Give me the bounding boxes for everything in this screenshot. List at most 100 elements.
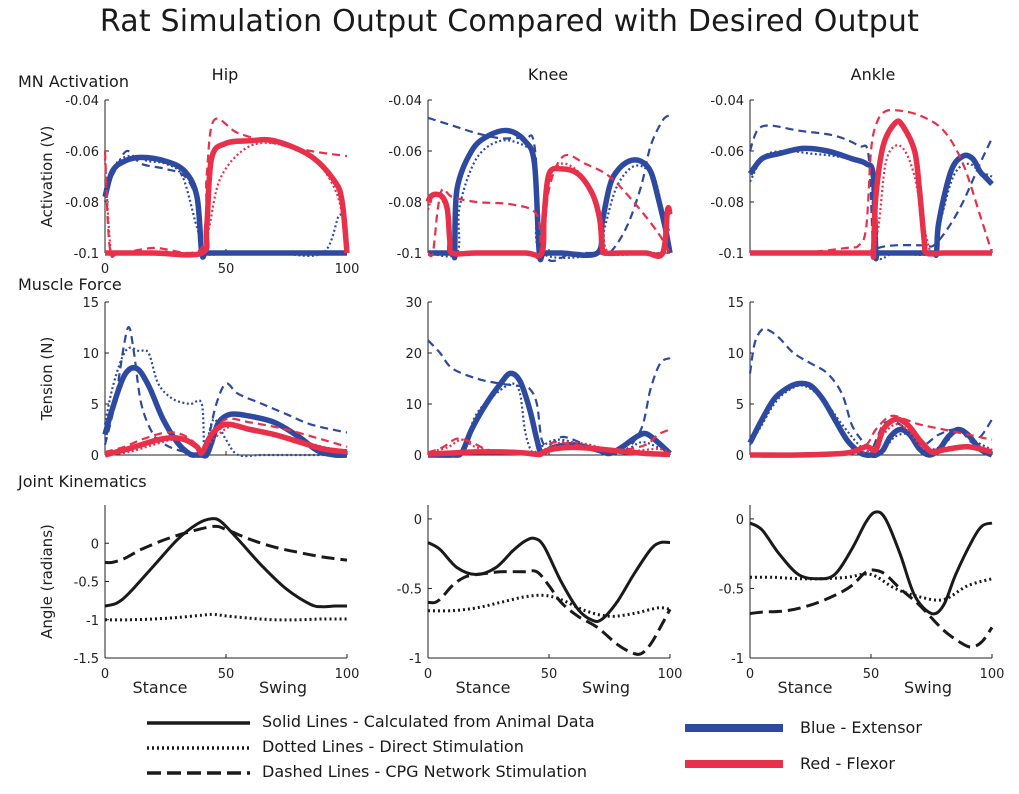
y-tick-label: -0.5 [719, 582, 744, 597]
kinematics-dotted-series [427, 593, 671, 618]
y-tick-label: -0.5 [397, 582, 422, 597]
flexor-solid-series [104, 421, 348, 458]
phase-label-stance: Stance [777, 678, 832, 697]
y-tick-label: 15 [82, 296, 99, 311]
x-tick-label: 100 [658, 667, 683, 682]
y-tick-label: -0.08 [710, 196, 744, 211]
kinematics-dashed-series [104, 524, 348, 565]
y-tick-label: -0.04 [65, 94, 99, 109]
y-tick-label: 0 [736, 513, 744, 528]
y-tick-label: 10 [727, 347, 744, 362]
x-tick-label: 0 [746, 667, 754, 682]
extensor-solid-series [428, 127, 673, 263]
flexor-solid-series [425, 165, 673, 259]
kinematics-solid-series [427, 536, 671, 624]
row-title-mn-activation: MN Activation [18, 72, 129, 91]
y-tick-label: 0 [91, 449, 99, 464]
x-tick-label: 50 [218, 667, 235, 682]
extensor-solid-series [102, 154, 347, 260]
x-tick-label: 50 [863, 667, 880, 682]
extensor-dashed-series [427, 339, 671, 455]
flexor-dotted-series [427, 438, 671, 457]
y-tick-label: -0.5 [74, 576, 99, 591]
y-tick-label: -1 [409, 652, 422, 667]
extensor-dotted-series [103, 154, 349, 257]
flexor-dashed-series [103, 117, 348, 259]
extensor-dotted-series [427, 382, 671, 457]
x-tick-label: 0 [101, 262, 109, 277]
kinematics-dotted-series [749, 572, 993, 602]
flexor-solid-series [749, 416, 993, 458]
extensor-solid-series [747, 145, 994, 262]
legend-color-samples [685, 724, 783, 768]
x-tick-label: 50 [218, 262, 235, 277]
phase-label-swing: Swing [259, 678, 307, 697]
y-tick-label: 5 [736, 398, 744, 413]
y-tick-label: -0.06 [710, 145, 744, 160]
extensor-dashed-series [103, 326, 348, 458]
y-tick-label: -0.06 [65, 145, 99, 160]
flexor-dashed-series [104, 417, 348, 454]
legend-solid-label: Solid Lines - Calculated from Animal Dat… [262, 712, 595, 731]
y-tick-label: 15 [727, 296, 744, 311]
legend-dotted-label: Dotted Lines - Direct Stimulation [262, 737, 524, 756]
legend-extensor-label: Blue - Extensor [800, 718, 922, 737]
y-tick-label: -0.04 [710, 94, 744, 109]
flexor-dotted-series [104, 424, 348, 457]
phase-label-swing: Swing [582, 678, 630, 697]
y-axis-label: Tension (N) [38, 337, 56, 422]
y-axis-label: Activation (V) [38, 126, 56, 228]
kinematics-dashed-series [749, 568, 994, 649]
flexor-solid-series [750, 118, 992, 260]
y-tick-label: 10 [82, 347, 99, 362]
col-title-knee: Knee [527, 65, 569, 84]
y-tick-label: -1.5 [74, 652, 99, 667]
y-tick-label: 5 [91, 398, 99, 413]
flexor-dashed-series [427, 428, 671, 454]
x-tick-label: 100 [335, 262, 360, 277]
flexor-dotted-series [103, 141, 349, 256]
extensor-dotted-series [749, 384, 993, 455]
x-tick-label: 100 [980, 667, 1005, 682]
y-tick-label: -1 [731, 652, 744, 667]
x-tick-label: 0 [101, 667, 109, 682]
x-tick-label: 0 [424, 667, 432, 682]
kinematics-solid-series [104, 517, 348, 609]
col-title-hip: Hip [211, 65, 239, 84]
phase-label-stance: Stance [455, 678, 510, 697]
y-tick-label: -0.1 [719, 247, 744, 262]
y-tick-label: 20 [405, 347, 422, 362]
extensor-dotted-series [103, 346, 347, 459]
row-title-joint-kinematics: Joint Kinematics [18, 472, 147, 491]
x-tick-label: 100 [335, 667, 360, 682]
y-tick-label: -0.04 [388, 94, 422, 109]
phase-label-stance: Stance [132, 678, 187, 697]
y-tick-label: 10 [405, 398, 422, 413]
y-tick-label: 30 [405, 296, 422, 311]
phase-label-swing: Swing [904, 678, 952, 697]
col-title-ankle: Ankle [850, 65, 896, 84]
extensor-dashed-series [427, 114, 671, 262]
flexor-dashed-series [426, 153, 671, 258]
y-tick-label: -0.1 [74, 247, 99, 262]
flexor-dashed-series [749, 108, 994, 255]
kinematics-solid-series [749, 510, 993, 616]
legend-line-samples [147, 721, 250, 775]
y-tick-label: 0 [414, 513, 422, 528]
x-tick-label: 50 [541, 667, 558, 682]
y-tick-label: -0.08 [65, 196, 99, 211]
y-tick-label: 0 [736, 449, 744, 464]
kinematics-dashed-series [427, 569, 672, 656]
y-tick-label: -1 [86, 614, 99, 629]
flexor-solid-series [105, 136, 350, 258]
y-tick-label: 0 [414, 449, 422, 464]
y-tick-label: -0.08 [388, 196, 422, 211]
y-axis-label: Angle (radians) [38, 524, 56, 639]
extensor-solid-series [747, 380, 994, 459]
flexor-dashed-series [749, 414, 993, 457]
row-title-muscle-force: Muscle Force [18, 275, 122, 294]
y-tick-label: -0.1 [397, 247, 422, 262]
extensor-dashed-series [104, 149, 347, 258]
legend-dashed-label: Dashed Lines - CPG Network Stimulation [262, 762, 588, 781]
